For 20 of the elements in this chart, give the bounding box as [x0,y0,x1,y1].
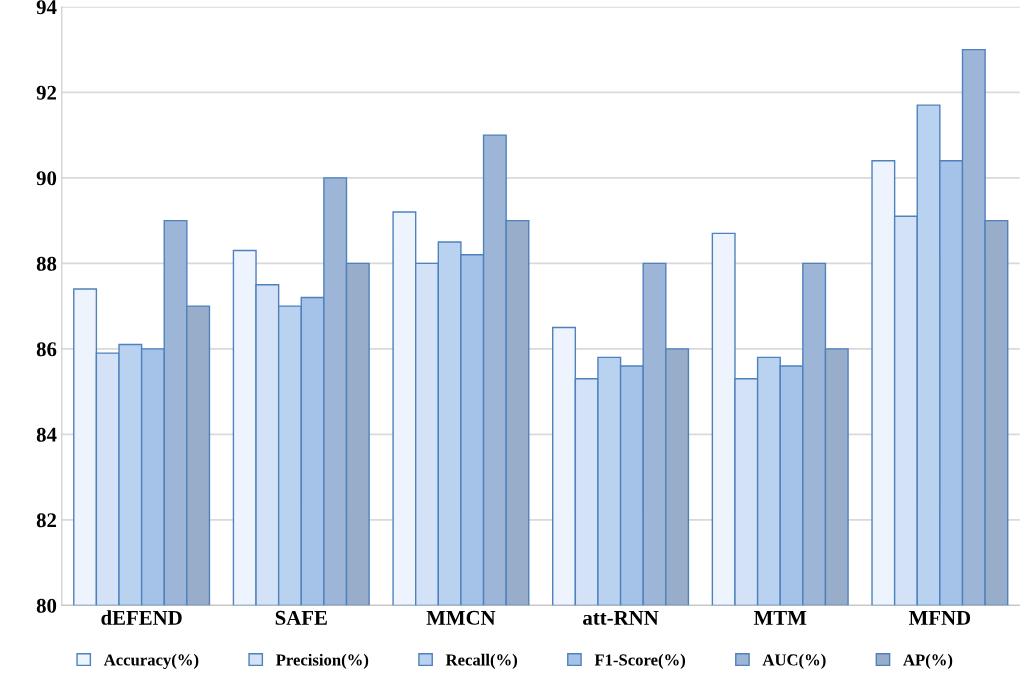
x-tick-label: MMCN [426,610,496,625]
y-tick-label: 84 [36,427,57,442]
legend-label: Precision(%) [275,653,369,669]
x-tick-label: MFND [908,611,971,625]
legend-label: AUC(%) [762,653,826,669]
legend-label: AP(%) [903,653,953,669]
y-tick-label: 92 [36,85,57,100]
y-tick-label: 82 [36,513,57,528]
y-tick-label: 86 [36,342,57,357]
x-tick-label: dEFEND [101,610,182,625]
x-tick-label: SAFE [275,610,327,625]
legend-label: Recall(%) [445,653,518,669]
y-tick-label: 94 [36,0,57,15]
y-tick-label: 90 [36,171,57,186]
y-tick-label: 80 [36,598,57,613]
legend-label: Accuracy(%) [103,653,199,669]
y-tick-label: 88 [36,256,57,271]
x-tick-label: att-RNN [583,611,659,625]
x-tick-label: MTM [753,611,807,625]
legend-label: F1-Score(%) [594,653,686,669]
